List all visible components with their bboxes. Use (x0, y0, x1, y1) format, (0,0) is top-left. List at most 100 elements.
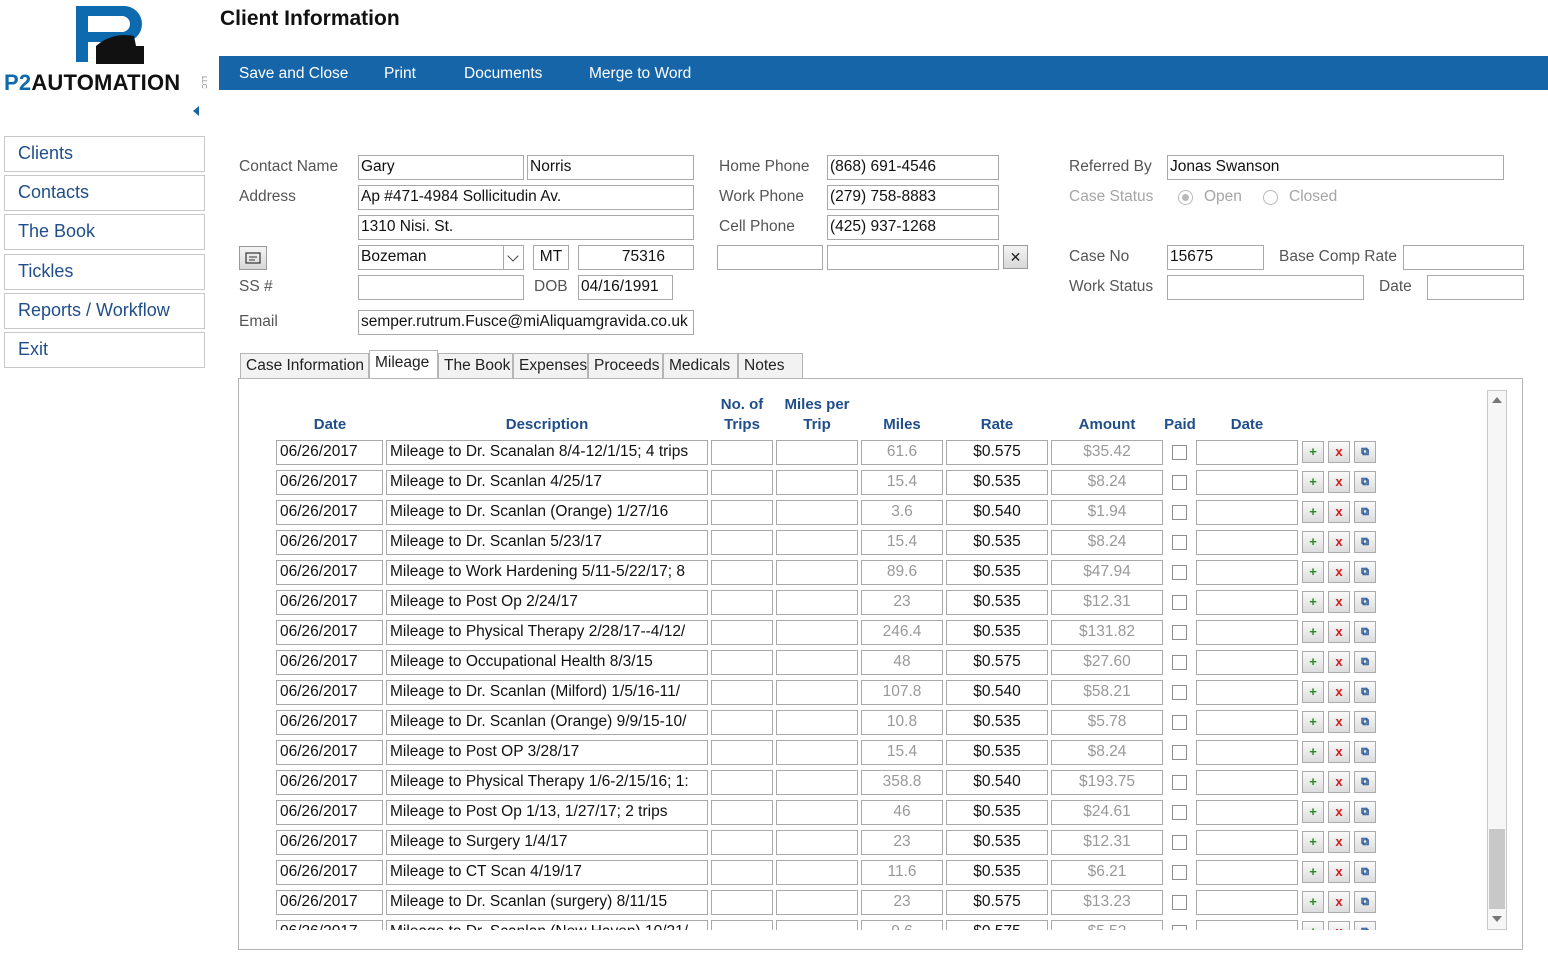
row-paid-checkbox[interactable] (1172, 775, 1187, 790)
row-miles-field[interactable]: 23 (861, 590, 943, 615)
row-paid-date-field[interactable] (1196, 920, 1298, 930)
row-amount-field[interactable]: $47.94 (1051, 560, 1163, 585)
address-line2-field[interactable]: 1310 Nisi. St. (358, 215, 694, 240)
row-copy-button[interactable]: ⧉ (1354, 801, 1376, 823)
dob-field[interactable]: 04/16/1991 (578, 275, 673, 300)
work-status-field[interactable] (1167, 275, 1364, 300)
row-date-field[interactable]: 06/26/2017 (276, 530, 383, 555)
row-rate-field[interactable]: $0.535 (946, 470, 1048, 495)
row-miles-field[interactable]: 89.6 (861, 560, 943, 585)
row-date-field[interactable]: 06/26/2017 (276, 740, 383, 765)
row-delete-button[interactable]: x (1328, 711, 1350, 733)
row-amount-field[interactable]: $193.75 (1051, 770, 1163, 795)
row-copy-button[interactable]: ⧉ (1354, 441, 1376, 463)
print-button[interactable]: Print (384, 65, 416, 82)
row-miles-per-trip-field[interactable] (776, 440, 858, 465)
row-copy-button[interactable]: ⧉ (1354, 921, 1376, 930)
row-miles-per-trip-field[interactable] (776, 860, 858, 885)
row-trips-field[interactable] (711, 800, 773, 825)
row-rate-field[interactable]: $0.535 (946, 560, 1048, 585)
row-rate-field[interactable]: $0.535 (946, 860, 1048, 885)
row-rate-field[interactable]: $0.535 (946, 710, 1048, 735)
row-miles-per-trip-field[interactable] (776, 800, 858, 825)
row-paid-date-field[interactable] (1196, 620, 1298, 645)
row-miles-per-trip-field[interactable] (776, 920, 858, 930)
case-status-closed-radio[interactable] (1263, 190, 1278, 205)
row-miles-field[interactable]: 3.6 (861, 500, 943, 525)
tab-expenses[interactable]: Expenses (513, 353, 588, 379)
row-paid-checkbox[interactable] (1172, 535, 1187, 550)
row-paid-date-field[interactable] (1196, 860, 1298, 885)
address-card-button[interactable] (239, 246, 267, 270)
row-copy-button[interactable]: ⧉ (1354, 621, 1376, 643)
row-delete-button[interactable]: x (1328, 891, 1350, 913)
documents-button[interactable]: Documents (464, 65, 543, 82)
case-no-field[interactable]: 15675 (1167, 245, 1264, 270)
row-description-field[interactable]: Mileage to Dr. Scanlan (surgery) 8/11/15 (386, 890, 708, 915)
row-paid-date-field[interactable] (1196, 440, 1298, 465)
row-description-field[interactable]: Mileage to Dr. Scanlan (Orange) 1/27/16 (386, 500, 708, 525)
referred-by-field[interactable]: Jonas Swanson (1167, 155, 1504, 180)
row-delete-button[interactable]: x (1328, 771, 1350, 793)
row-miles-field[interactable]: 48 (861, 650, 943, 675)
row-paid-date-field[interactable] (1196, 530, 1298, 555)
row-delete-button[interactable]: x (1328, 621, 1350, 643)
row-miles-field[interactable]: 11.6 (861, 860, 943, 885)
row-add-button[interactable]: + (1302, 891, 1324, 913)
row-date-field[interactable]: 06/26/2017 (276, 560, 383, 585)
row-rate-field[interactable]: $0.575 (946, 650, 1048, 675)
row-paid-checkbox[interactable] (1172, 685, 1187, 700)
row-miles-field[interactable]: 15.4 (861, 740, 943, 765)
row-date-field[interactable]: 06/26/2017 (276, 770, 383, 795)
row-miles-field[interactable]: 107.8 (861, 680, 943, 705)
sidebar-item-clients[interactable]: Clients (4, 136, 205, 172)
row-amount-field[interactable]: $8.24 (1051, 530, 1163, 555)
row-miles-field[interactable]: 15.4 (861, 530, 943, 555)
row-add-button[interactable]: + (1302, 921, 1324, 930)
row-trips-field[interactable] (711, 650, 773, 675)
row-description-field[interactable]: Mileage to Post Op 1/13, 1/27/17; 2 trip… (386, 800, 708, 825)
extra-phone-type-field[interactable] (717, 245, 823, 270)
row-description-field[interactable]: Mileage to Physical Therapy 1/6-2/15/16;… (386, 770, 708, 795)
row-miles-field[interactable]: 61.6 (861, 440, 943, 465)
tab-case-information[interactable]: Case Information (240, 353, 369, 379)
row-miles-per-trip-field[interactable] (776, 500, 858, 525)
row-trips-field[interactable] (711, 530, 773, 555)
row-trips-field[interactable] (711, 590, 773, 615)
row-description-field[interactable]: Mileage to Dr. Scanlan (Orange) 9/9/15-1… (386, 710, 708, 735)
row-add-button[interactable]: + (1302, 831, 1324, 853)
scroll-down-arrow-icon[interactable] (1488, 909, 1506, 929)
row-description-field[interactable]: Mileage to Post Op 2/24/17 (386, 590, 708, 615)
row-delete-button[interactable]: x (1328, 681, 1350, 703)
row-copy-button[interactable]: ⧉ (1354, 741, 1376, 763)
row-amount-field[interactable]: $8.24 (1051, 740, 1163, 765)
row-copy-button[interactable]: ⧉ (1354, 771, 1376, 793)
row-miles-per-trip-field[interactable] (776, 530, 858, 555)
status-date-field[interactable] (1427, 275, 1524, 300)
row-add-button[interactable]: + (1302, 741, 1324, 763)
row-amount-field[interactable]: $12.31 (1051, 830, 1163, 855)
row-paid-date-field[interactable] (1196, 830, 1298, 855)
row-miles-field[interactable]: 246.4 (861, 620, 943, 645)
row-description-field[interactable]: Mileage to Post OP 3/28/17 (386, 740, 708, 765)
row-amount-field[interactable]: $131.82 (1051, 620, 1163, 645)
collapse-sidebar-icon[interactable] (193, 106, 199, 116)
row-date-field[interactable]: 06/26/2017 (276, 800, 383, 825)
row-paid-date-field[interactable] (1196, 560, 1298, 585)
ss-field[interactable] (358, 275, 524, 300)
row-rate-field[interactable]: $0.575 (946, 920, 1048, 930)
row-copy-button[interactable]: ⧉ (1354, 711, 1376, 733)
row-paid-checkbox[interactable] (1172, 655, 1187, 670)
row-copy-button[interactable]: ⧉ (1354, 501, 1376, 523)
row-paid-checkbox[interactable] (1172, 625, 1187, 640)
row-delete-button[interactable]: x (1328, 801, 1350, 823)
row-delete-button[interactable]: x (1328, 531, 1350, 553)
row-paid-checkbox[interactable] (1172, 865, 1187, 880)
row-trips-field[interactable] (711, 920, 773, 930)
row-paid-checkbox[interactable] (1172, 715, 1187, 730)
row-description-field[interactable]: Mileage to Work Hardening 5/11-5/22/17; … (386, 560, 708, 585)
merge-to-word-button[interactable]: Merge to Word (589, 65, 692, 82)
row-rate-field[interactable]: $0.535 (946, 590, 1048, 615)
row-trips-field[interactable] (711, 740, 773, 765)
row-trips-field[interactable] (711, 770, 773, 795)
